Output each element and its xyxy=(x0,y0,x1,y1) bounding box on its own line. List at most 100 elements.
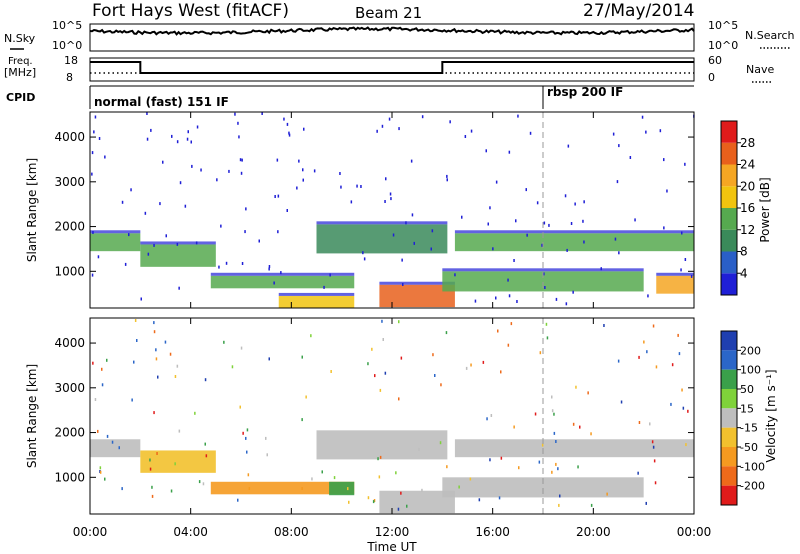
velocity-speck xyxy=(603,324,605,327)
velocity-speck xyxy=(246,450,248,454)
velocity-speck xyxy=(170,489,173,493)
power-speck xyxy=(130,188,132,192)
power-speck xyxy=(140,297,142,301)
x-tick-label-2: 08:00 xyxy=(274,525,309,539)
power-speck xyxy=(329,273,331,277)
nave-tick-high: 60 xyxy=(708,54,722,67)
freq-frame xyxy=(89,57,695,82)
power-colorbar-block-7 xyxy=(721,121,737,143)
power-speck xyxy=(681,231,683,235)
velocity-speck xyxy=(99,466,102,470)
power-ytick-label-3: 4000 xyxy=(54,130,85,144)
power-speck xyxy=(196,125,199,129)
velocity-speck xyxy=(497,329,499,333)
velocity-speck xyxy=(204,442,206,446)
power-speck xyxy=(97,255,100,259)
power-speck xyxy=(339,172,341,175)
power-speck xyxy=(276,158,279,162)
power-colorbar-tick-label-3: 16 xyxy=(740,201,755,215)
power-speck xyxy=(430,247,432,251)
station-title: Fort Hays West (fitACF) xyxy=(92,1,289,21)
power-speck xyxy=(225,261,228,265)
velocity-speck xyxy=(421,488,423,492)
velocity-speck xyxy=(104,477,106,481)
power-speck xyxy=(186,137,189,141)
velocity-speck xyxy=(149,467,152,471)
power-speck xyxy=(629,156,632,159)
power-speck xyxy=(454,273,456,277)
power-speck xyxy=(91,151,94,155)
power-speck xyxy=(384,200,386,203)
power-colorbar-block-4 xyxy=(721,186,737,208)
velocity-speck xyxy=(590,503,593,507)
power-speck xyxy=(268,265,271,268)
power-speck xyxy=(228,169,230,173)
power-speck xyxy=(566,248,568,252)
power-speck xyxy=(570,222,573,225)
power-speck xyxy=(241,262,244,265)
velocity-speck xyxy=(194,411,196,415)
velocity-colorbar-tick-label-3: 15 xyxy=(740,402,754,415)
velocity-speck xyxy=(507,343,510,347)
power-colorbar-label: Power [dB] xyxy=(758,177,772,242)
velocity-speck xyxy=(587,391,589,395)
x-tick-label-5: 20:00 xyxy=(576,525,611,539)
velocity-speck xyxy=(445,331,448,335)
power-speck xyxy=(659,129,662,133)
power-band-edge-3 xyxy=(278,292,355,296)
velocity-speck xyxy=(617,359,620,363)
power-band-edge-0 xyxy=(90,230,141,234)
power-speck xyxy=(388,117,391,121)
power-speck xyxy=(690,274,693,278)
cpid-mode-normal: normal (fast) 151 IF xyxy=(94,95,229,109)
velocity-speck xyxy=(653,459,656,463)
velocity-speck xyxy=(265,436,267,440)
power-colorbar-tick-label-1: 8 xyxy=(740,245,748,259)
power-speck xyxy=(187,130,189,134)
cpid-panel: CPID normal (fast) 151 IF rbsp 200 IF xyxy=(6,85,694,109)
velocity-speck xyxy=(685,443,687,447)
power-band-4 xyxy=(316,224,448,254)
power-speck xyxy=(470,129,473,133)
power-speck xyxy=(548,223,550,227)
nsearch-tick-low: 10^0 xyxy=(708,39,738,52)
power-speck xyxy=(376,129,378,133)
power-speck xyxy=(298,159,300,163)
power-colorbar-tick-label-2: 12 xyxy=(740,223,755,237)
power-speck xyxy=(461,215,463,219)
velocity-speck xyxy=(204,378,207,382)
power-speck xyxy=(402,283,404,286)
power-speck xyxy=(616,180,619,184)
velocity-speck xyxy=(518,466,520,470)
power-speck xyxy=(555,297,558,301)
velocity-colorbar-block-1 xyxy=(721,350,737,370)
velocity-speck xyxy=(498,496,501,500)
power-speck xyxy=(146,112,148,115)
velocity-speck xyxy=(164,340,167,344)
power-speck xyxy=(526,233,528,237)
velocity-speck xyxy=(101,367,103,371)
velocity-speck xyxy=(638,355,640,359)
power-speck xyxy=(564,194,567,198)
power-speck xyxy=(216,178,218,182)
power-speck xyxy=(218,265,220,269)
velocity-band-1 xyxy=(140,450,216,473)
power-band-edge-5 xyxy=(379,281,455,285)
power-band-7 xyxy=(442,271,644,292)
power-speck xyxy=(288,131,290,135)
power-speck xyxy=(153,243,155,247)
power-speck xyxy=(495,296,497,300)
velocity-speck xyxy=(606,492,608,496)
velocity-speck xyxy=(237,498,239,502)
velocity-speck xyxy=(121,487,123,491)
velocity-speck xyxy=(546,336,549,340)
velocity-ytick-label-0: 1000 xyxy=(54,470,85,484)
velocity-speck xyxy=(333,476,336,480)
velocity-bands xyxy=(90,430,694,514)
velocity-band-4 xyxy=(316,430,448,460)
power-band-edge-6 xyxy=(454,230,694,234)
power-speck xyxy=(288,133,291,137)
power-speck xyxy=(146,137,149,141)
velocity-speck xyxy=(418,447,420,451)
velocity-ytick-label-2: 3000 xyxy=(54,381,85,395)
